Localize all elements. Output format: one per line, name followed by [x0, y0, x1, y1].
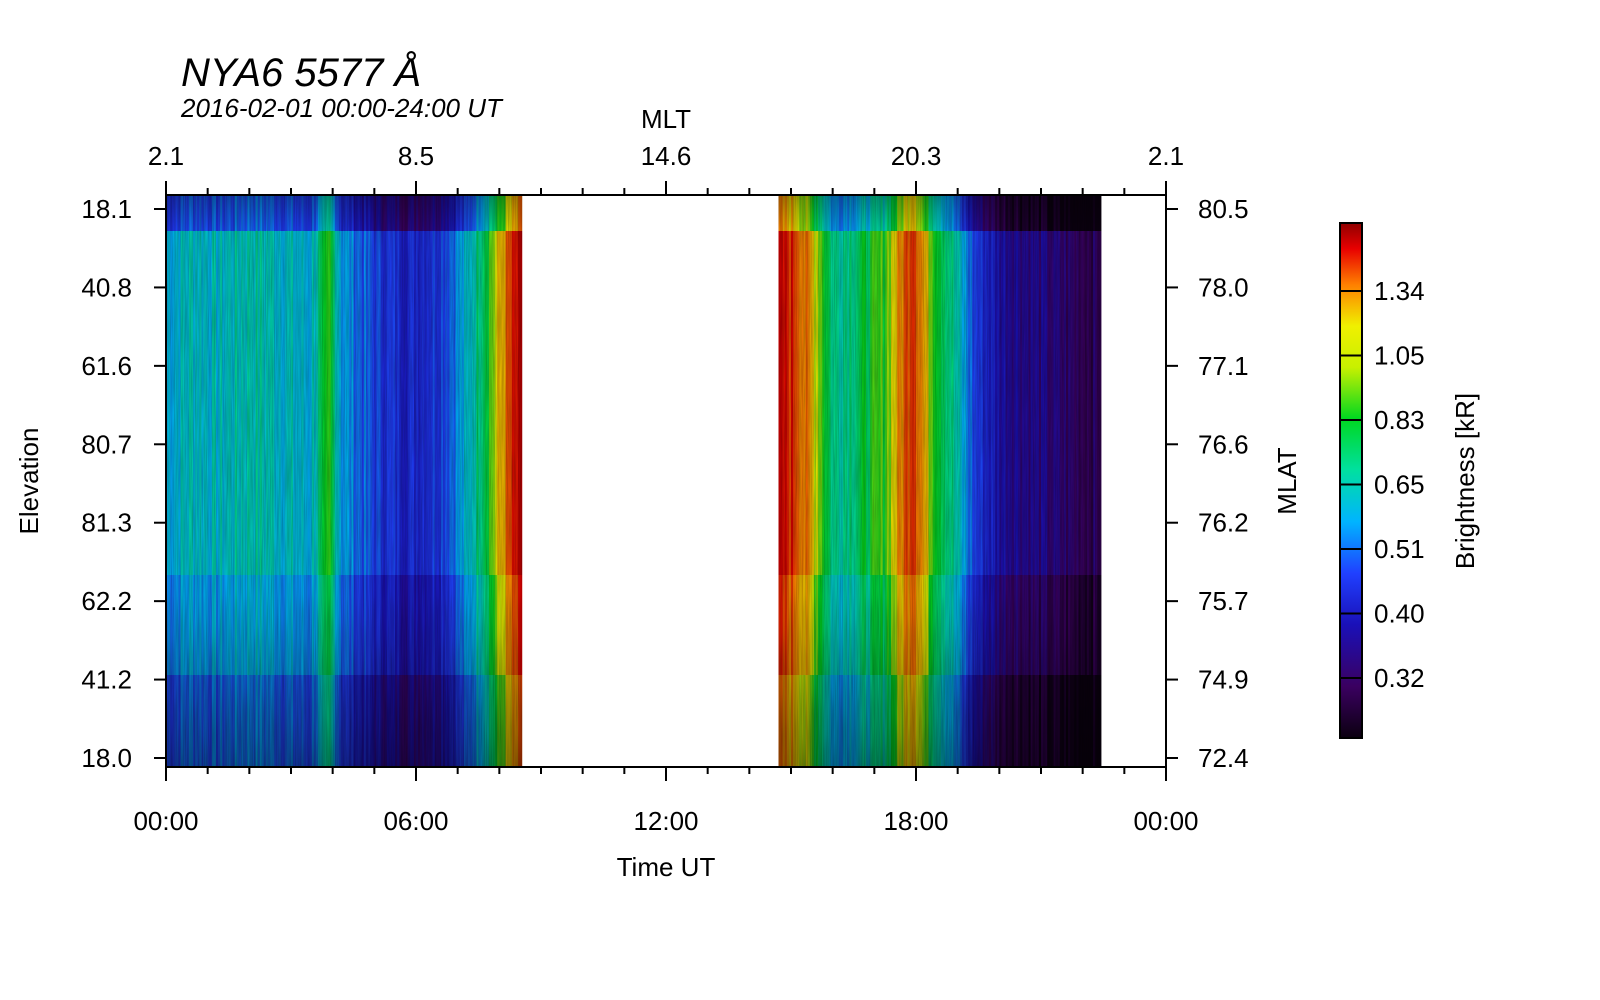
- right-tick-label: 78.0: [1198, 272, 1249, 302]
- top-axis-label: MLT: [641, 104, 691, 134]
- data-gap: [1101, 195, 1166, 767]
- right-axis-label: MLAT: [1272, 447, 1302, 515]
- top-tick-label: 8.5: [398, 141, 434, 171]
- right-tick-label: 77.1: [1198, 351, 1249, 381]
- y-tick-label: 18.0: [81, 743, 132, 773]
- y-tick-label: 41.2: [81, 665, 132, 695]
- y-tick-label: 81.3: [81, 508, 132, 538]
- right-tick-label: 76.6: [1198, 429, 1249, 459]
- x-tick-label: 00:00: [133, 806, 198, 836]
- x-axis: 00:00 06:00 12:00 18:00 00:00: [133, 767, 1199, 836]
- right-tick-label: 72.4: [1198, 743, 1249, 773]
- y-tick-label: 62.2: [81, 586, 132, 616]
- top-axis: 2.1 8.5 14.6 20.3 2.1: [148, 141, 1184, 195]
- right-tick-label: 74.9: [1198, 665, 1249, 695]
- colorbar-label: Brightness [kR]: [1450, 393, 1480, 569]
- right-tick-label: 76.2: [1198, 508, 1249, 538]
- y-axis-label: Elevation: [14, 428, 44, 535]
- colorbar-tick-label: 0.40: [1374, 599, 1425, 629]
- y-tick-label: 18.1: [81, 194, 132, 224]
- x-tick-label: 06:00: [383, 806, 448, 836]
- top-tick-label: 14.6: [641, 141, 692, 171]
- colorbar-tick-label: 0.83: [1374, 405, 1425, 435]
- colorbar-gradient: [1339, 222, 1363, 739]
- colorbar: 1.34 1.05 0.83 0.65 0.51 0.40 0.32 Brightness …: [1339, 222, 1480, 739]
- x-tick-label: 18:00: [883, 806, 948, 836]
- top-tick-label: 2.1: [148, 141, 184, 171]
- colorbar-tick-label: 1.34: [1374, 276, 1425, 306]
- x-axis-label: Time UT: [617, 852, 716, 882]
- heatmap: [166, 195, 1166, 767]
- x-tick-label: 12:00: [633, 806, 698, 836]
- chart-subtitle: 2016-02-01 00:00-24:00 UT: [180, 93, 504, 123]
- chart-title: NYA6 5577 Å: [181, 50, 421, 95]
- right-tick-label: 80.5: [1198, 194, 1249, 224]
- data-gap: [522, 195, 779, 767]
- y-axis: 18.1 40.8 61.6 80.7 81.3 62.2 41.2 18.0: [81, 194, 166, 773]
- colorbar-tick-label: 0.51: [1374, 534, 1425, 564]
- right-tick-label: 75.7: [1198, 586, 1249, 616]
- colorbar-tick-label: 1.05: [1374, 341, 1425, 371]
- x-tick-label: 00:00: [1133, 806, 1198, 836]
- colorbar-tick-label: 0.32: [1374, 663, 1425, 693]
- top-tick-label: 2.1: [1148, 141, 1184, 171]
- y-tick-label: 80.7: [81, 429, 132, 459]
- right-axis: 80.5 78.0 77.1 76.6 76.2 75.7 74.9 72.4: [1166, 194, 1249, 773]
- y-tick-label: 61.6: [81, 351, 132, 381]
- top-tick-label: 20.3: [891, 141, 942, 171]
- colorbar-tick-label: 0.65: [1374, 470, 1425, 500]
- y-tick-label: 40.8: [81, 272, 132, 302]
